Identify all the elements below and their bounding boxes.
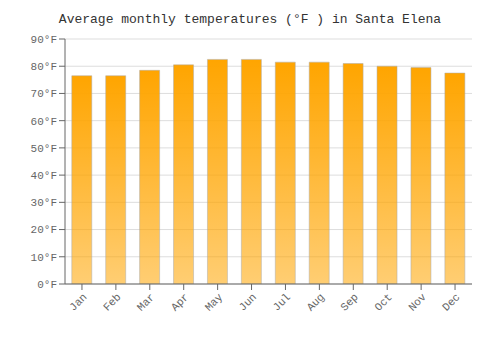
svg-text:10°F: 10°F	[31, 252, 57, 264]
html-text:Average monthly temperatures (: Average monthly temperatures (°F ) in Sa…	[58, 12, 442, 27]
svg-text:80°F: 80°F	[31, 61, 57, 73]
svg-text:Feb: Feb	[101, 291, 123, 313]
svg-text:30°F: 30°F	[31, 197, 57, 209]
svg-text:Jul: Jul	[271, 291, 293, 313]
svg-text:Dec: Dec	[440, 291, 462, 313]
svg-text:Mar: Mar	[135, 291, 157, 313]
svg-text:Sep: Sep	[338, 291, 360, 313]
svg-text:70°F: 70°F	[31, 88, 57, 100]
svg-text:0°F: 0°F	[37, 279, 57, 291]
svg-text:90°F: 90°F	[31, 34, 57, 46]
svg-text:Apr: Apr	[169, 291, 191, 313]
svg-text:Aug: Aug	[305, 291, 327, 313]
svg-text:May: May	[203, 291, 226, 314]
svg-text:60°F: 60°F	[31, 116, 57, 128]
svg-text:Jan: Jan	[67, 291, 89, 313]
svg-text:20°F: 20°F	[31, 224, 57, 236]
svg-text:40°F: 40°F	[31, 170, 57, 182]
svg-text:50°F: 50°F	[31, 143, 57, 155]
svg-text:Jun: Jun	[237, 291, 259, 313]
svg-text:Oct: Oct	[372, 291, 394, 313]
svg-text:Nov: Nov	[406, 291, 429, 314]
